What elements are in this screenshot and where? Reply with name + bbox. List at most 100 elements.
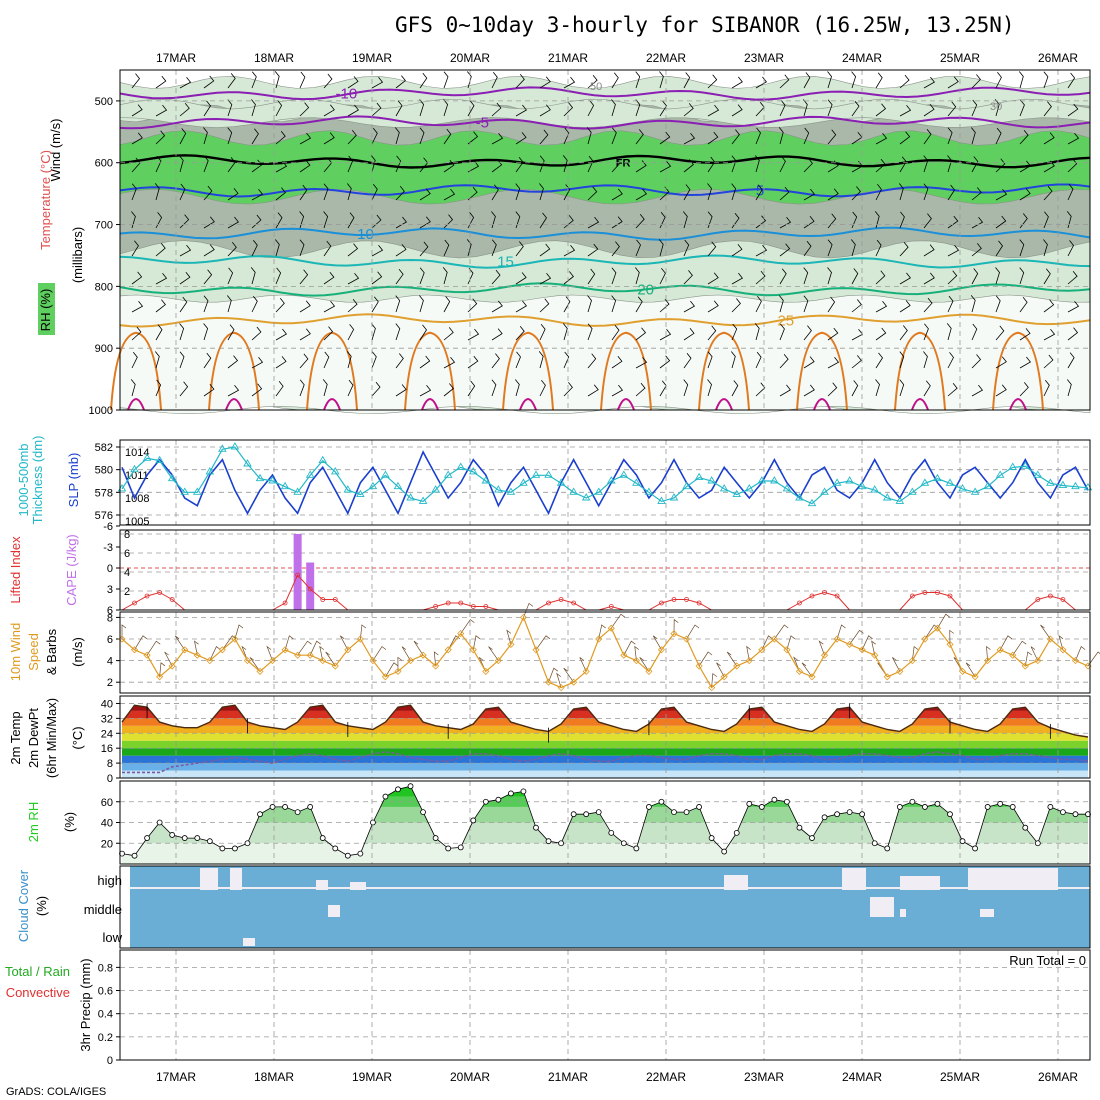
wind-barb-10m — [174, 635, 185, 650]
wind-barb — [395, 384, 407, 397]
rh-point — [809, 835, 815, 841]
bottom-date-label: 24MAR — [842, 1070, 882, 1084]
thickness-point — [870, 485, 880, 493]
isotherm-loop-hot — [617, 398, 635, 411]
wind-barb-10m — [673, 618, 679, 634]
wind-barb-10m — [319, 645, 325, 661]
wind-barb — [251, 356, 264, 369]
wind-barb — [491, 353, 500, 369]
thickness-point — [845, 476, 854, 484]
rh-point — [1034, 840, 1041, 847]
wind-barb — [779, 156, 786, 173]
wind-speed-point — [193, 651, 201, 659]
isotherm-label: 15 — [497, 254, 514, 271]
wind-barb — [299, 353, 309, 369]
wind-barb-10m — [652, 635, 662, 650]
rh-point — [257, 811, 263, 818]
wind-speed-point — [833, 635, 841, 643]
wind-speed-line — [121, 615, 1089, 689]
wind-barb — [371, 271, 383, 285]
rh-point — [784, 798, 790, 805]
temp-label-3: (6hr Min/Max) — [44, 698, 59, 778]
wind-barb — [347, 104, 360, 117]
isotherm-loop — [502, 331, 554, 411]
wind-barb — [923, 272, 935, 285]
wind-barb — [1043, 185, 1053, 201]
wind-barb — [923, 244, 935, 257]
top-date-label: 21MAR — [548, 51, 588, 65]
wind-barb — [491, 300, 503, 313]
wind-barb — [203, 269, 213, 285]
temp-color-band — [122, 763, 1088, 771]
wind-barb-10m — [556, 672, 562, 688]
wind-barb — [347, 272, 360, 285]
wind-barb — [803, 72, 811, 89]
wind-barb — [251, 214, 262, 229]
rh-point — [232, 845, 238, 852]
wind-barb — [323, 300, 336, 313]
wind-barb-10m — [433, 651, 439, 667]
bottom-date-label: 25MAR — [940, 1070, 980, 1084]
thickness-point — [694, 472, 704, 481]
wind-barb — [131, 183, 137, 201]
wind-barb — [563, 184, 571, 201]
wind-barb — [635, 296, 643, 313]
wind-barb — [923, 128, 932, 145]
wind-barb — [995, 158, 1006, 173]
panel-frame — [119, 949, 1091, 1061]
cloud-high-cell — [230, 868, 242, 890]
wind-barb — [131, 104, 143, 117]
wind-barb — [635, 71, 641, 89]
li-point — [458, 600, 464, 606]
wind-barb-10m — [563, 667, 574, 683]
wind-barb — [851, 355, 862, 369]
wind-barb — [251, 239, 258, 257]
wind-barb-10m — [1058, 634, 1064, 650]
rh-point — [658, 798, 665, 805]
rh-point — [344, 852, 351, 859]
thickness-point — [757, 476, 767, 484]
wind-barb — [323, 326, 334, 341]
thickness-point — [970, 487, 980, 495]
wind-barb — [347, 324, 355, 341]
isotherm-label: 10 — [357, 226, 374, 243]
wind-barb — [707, 74, 718, 89]
rh-point — [934, 800, 941, 807]
li-point — [320, 597, 326, 602]
wind-barb — [539, 212, 547, 229]
cloud-high-cell — [200, 868, 218, 890]
wind-barb-10m — [209, 646, 221, 661]
rh2m-unit: (%) — [62, 812, 77, 832]
pressure-tick-label: 600 — [95, 158, 113, 170]
panel-frame — [119, 611, 1091, 694]
cloud-cover-panel: high middle low Cloud Cover (%) — [16, 865, 1091, 949]
wind-barb — [130, 379, 136, 397]
wind-barb — [515, 183, 521, 201]
wind-barb — [1019, 356, 1032, 369]
thickness-point — [456, 462, 466, 470]
wind-barb-10m — [726, 651, 737, 667]
rh-point — [959, 838, 966, 845]
top-date-label: 25MAR — [940, 51, 980, 65]
wind-barb — [1043, 132, 1055, 145]
wind-barb — [754, 323, 760, 341]
wind-barb-10m — [241, 645, 248, 661]
wind-barb — [707, 131, 719, 145]
rh-point — [1022, 824, 1029, 831]
wind-barb — [1019, 188, 1031, 201]
wind-barb — [563, 382, 573, 397]
wind-speed-point — [130, 646, 139, 654]
wind-barb — [1067, 240, 1074, 257]
rh-2m-panel: 20 40 60 2m RH (%) — [26, 780, 1091, 865]
wind-barb — [707, 241, 717, 257]
wind-barb-10m — [836, 624, 846, 640]
thickness-point — [418, 496, 428, 504]
wind-barb — [611, 384, 624, 397]
wind-speed-point — [557, 684, 565, 692]
panel-frame — [119, 529, 1091, 611]
wind-speed-point — [1009, 651, 1017, 659]
wind-barb — [275, 356, 287, 369]
wind-barb-10m — [297, 640, 312, 656]
wind10-label-3: & Barbs — [44, 628, 59, 675]
rh-point — [181, 835, 188, 841]
